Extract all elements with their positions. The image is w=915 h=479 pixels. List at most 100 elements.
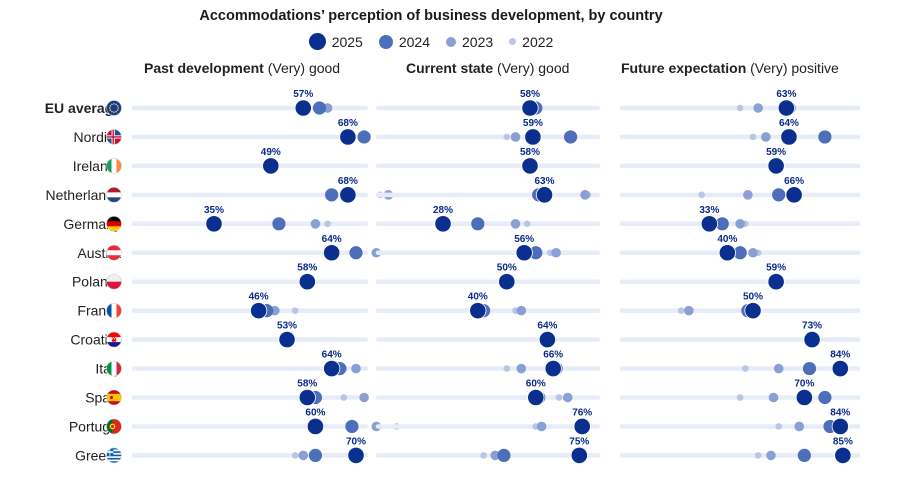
- value-label-past: 58%: [297, 263, 317, 274]
- dot-future-2024: [715, 217, 729, 231]
- value-label-current: 64%: [537, 321, 557, 332]
- dot-future-2023: [735, 219, 745, 229]
- value-label-past: 64%: [322, 234, 342, 245]
- dot-current-2025: [515, 244, 533, 262]
- value-label-current: 66%: [543, 350, 563, 361]
- value-label-past: 46%: [249, 292, 269, 303]
- value-label-current: 58%: [520, 147, 540, 158]
- dot-current-2024: [471, 217, 485, 231]
- austria-flag-icon: [106, 244, 122, 261]
- dot-future-2022: [775, 423, 782, 430]
- legend-label-2023: 2023: [462, 33, 494, 50]
- dot-current-2025: [573, 417, 591, 436]
- netherlands-flag-icon: [106, 187, 122, 203]
- panel-title-past: Past development (Very) good: [144, 60, 340, 76]
- value-label-current: 58%: [520, 89, 540, 100]
- dot-future-2023: [766, 450, 776, 461]
- poland-flag-fill: [106, 274, 122, 290]
- value-label-current: 75%: [569, 436, 589, 447]
- value-label-past: 49%: [261, 147, 281, 158]
- dot-future-2024: [818, 130, 832, 144]
- row-label: Netherlands: [46, 187, 122, 203]
- dot-current-2023: [490, 450, 501, 461]
- legend-label-2024: 2024: [398, 33, 430, 50]
- legend-item-2025: 2025: [308, 33, 363, 50]
- nordics-flag-fill: [106, 129, 122, 145]
- value-label-future: 50%: [743, 292, 763, 303]
- dot-past-2025: [323, 244, 341, 262]
- value-label-future: 66%: [784, 176, 804, 187]
- dot-current-2022: [523, 220, 531, 228]
- dot-future-2022: [749, 133, 757, 141]
- dot-future-2025: [744, 302, 762, 320]
- value-label-current: 63%: [534, 176, 554, 187]
- dot-past-2025: [250, 302, 268, 320]
- portugal-flag-icon: [106, 418, 122, 435]
- panel-title-current: Current state (Very) good: [406, 60, 569, 76]
- croatia-flag-icon: [106, 331, 122, 348]
- dot-current-2025: [538, 330, 557, 349]
- legend-marker-2025: [308, 33, 326, 50]
- dot-current-2025: [469, 302, 487, 320]
- dot-current-2024: [529, 246, 543, 260]
- dot-future-2025: [777, 99, 795, 117]
- ireland-flag-icon: [106, 158, 122, 174]
- dot-current-2025: [434, 215, 452, 233]
- dot-past-2024: [312, 101, 327, 115]
- dot-current-2023: [516, 363, 527, 374]
- value-label-current: 56%: [514, 234, 534, 245]
- dot-past-2024: [308, 448, 323, 462]
- row-poland: Poland*58% 50% 59%: [72, 263, 861, 291]
- value-label-past: 70%: [346, 436, 366, 447]
- germany-flag-icon: [106, 216, 122, 232]
- dot-current-2024: [497, 448, 511, 462]
- value-label-future: 40%: [717, 234, 737, 245]
- poland-flag-icon: [106, 273, 122, 290]
- dot-current-2025: [524, 128, 542, 146]
- panel-title-current-bold: Current state: [406, 60, 494, 76]
- dot-past-2022: [291, 307, 299, 314]
- dot-future-2025: [831, 359, 849, 378]
- value-label-future: 63%: [776, 89, 796, 100]
- eu-flag-fill: [106, 100, 122, 116]
- value-label-future: 73%: [802, 321, 822, 332]
- dot-future-2024: [733, 246, 747, 260]
- dot-past-2025: [262, 157, 280, 175]
- portugal-flag-fill: [106, 418, 122, 434]
- value-label-current: 76%: [572, 407, 592, 418]
- dot-past-2023: [310, 219, 321, 229]
- france-flag-fill: [106, 303, 122, 319]
- dot-past-2024: [325, 188, 339, 202]
- chart-title: Accommodations’ perception of business d…: [199, 8, 663, 24]
- row-label: EU average: [45, 100, 121, 116]
- dot-current-2025: [498, 273, 516, 291]
- dot-current-2023: [551, 247, 561, 258]
- spain-flag-icon: [106, 389, 122, 406]
- dot-future-2023: [794, 421, 805, 432]
- dot-current-2025: [521, 99, 539, 117]
- dot-current-2025: [521, 157, 539, 175]
- dot-current-2024: [564, 130, 578, 144]
- dot-future-2023: [768, 392, 779, 403]
- eu-flag-icon: [106, 100, 122, 116]
- dot-future-2025: [803, 330, 821, 349]
- dot-current-2023: [562, 392, 573, 403]
- dot-future-2023: [761, 132, 771, 142]
- panel-title-past-bold: Past development: [144, 60, 264, 76]
- dot-future-2024: [802, 361, 817, 376]
- dot-future-2025: [780, 128, 798, 146]
- dot-current-2023: [510, 219, 521, 229]
- croatia-flag-fill: [106, 332, 122, 348]
- dot-current-2022: [480, 452, 487, 459]
- legend-item-2024: 2024: [378, 33, 430, 50]
- ireland-flag-fill: [106, 158, 122, 174]
- dot-past-2025: [323, 359, 341, 378]
- value-label-past: 68%: [338, 176, 358, 187]
- panel-title-past-rest: (Very) good: [263, 60, 341, 76]
- value-label-past: 68%: [338, 118, 358, 129]
